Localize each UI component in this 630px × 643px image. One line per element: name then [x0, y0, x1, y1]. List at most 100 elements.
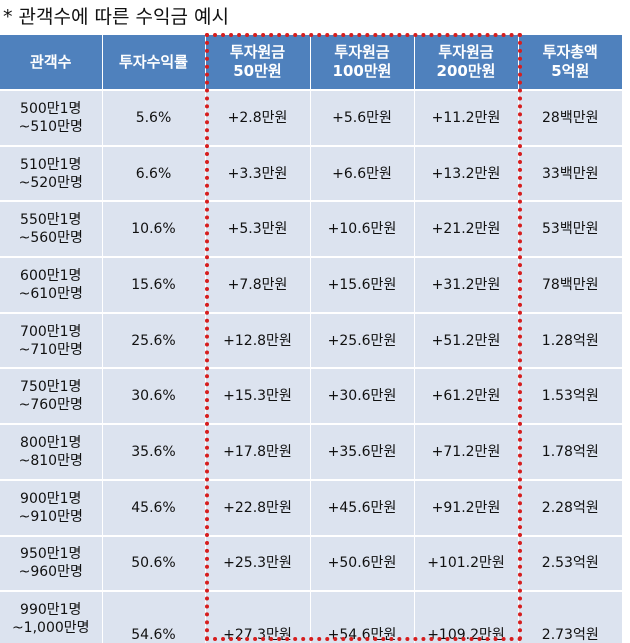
col-header-principal-100: 투자원금 100만원: [310, 35, 415, 91]
audience-range-from: 700만1명: [20, 323, 82, 340]
principal-100-cell: +15.6만원: [310, 257, 415, 314]
col-header-line: 투자원금: [438, 43, 494, 61]
col-header-principal-200: 투자원금 200만원: [414, 35, 519, 91]
principal-100-cell: +30.6만원: [310, 368, 415, 426]
audience-range-cell: 700만1명 ~710만명: [0, 312, 103, 370]
principal-50-cell: +7.8만원: [205, 257, 311, 314]
principal-200-cell: +11.2만원: [414, 90, 519, 147]
return-rate-cell: 25.6%: [102, 312, 206, 370]
audience-range-to: ~520만명: [18, 174, 83, 191]
audience-range-to: ~560만명: [18, 230, 83, 247]
principal-100-cell: +6.6만원: [310, 145, 415, 203]
page-title: * 관객수에 따른 수익금 예시: [3, 6, 229, 28]
col-header-return-rate: 투자수익률: [102, 35, 206, 91]
col-header-line: 관객수: [30, 52, 72, 71]
audience-range-cell: 550만1명 ~560만명: [0, 201, 103, 259]
principal-200-cell: +101.2만원: [414, 535, 519, 593]
return-rate-cell: 45.6%: [102, 479, 206, 537]
audience-range-from: 500만1명: [20, 100, 82, 117]
return-rate-cell: 50.6%: [102, 535, 206, 593]
table-row: 700만1명 ~710만명 25.6% +12.8만원 +25.6만원 +51.2만원 1.…: [0, 312, 622, 370]
header-row: 관객수 투자수익률 투자원금 50만원 투자원금 100만원 투자원금 200만원 투…: [0, 35, 622, 91]
total-cell: 28백만원: [518, 90, 622, 147]
audience-range-to: ~710만명: [18, 341, 83, 358]
total-cell: 78백만원: [518, 257, 622, 314]
return-rate-cell: 54.6%: [102, 591, 206, 643]
audience-range-cell: 500만1명 ~510만명: [0, 90, 103, 147]
audience-range-to: ~1,000만명: [11, 620, 90, 637]
principal-100-cell: +25.6만원: [310, 312, 415, 370]
principal-50-cell: +12.8만원: [205, 312, 311, 370]
principal-50-cell: +15.3만원: [205, 368, 311, 426]
audience-range-to: ~960만명: [18, 564, 83, 581]
table-row: 990만1명 ~1,000만명 54.6% +27.3만원 +54.6만원 +109.2만…: [0, 591, 622, 643]
table-row: 510만1명 ~520만명 6.6% +3.3만원 +6.6만원 +13.2만원 33백만원: [0, 145, 622, 203]
audience-range-cell: 800만1명 ~810만명: [0, 424, 103, 481]
principal-200-cell: +13.2만원: [414, 145, 519, 203]
return-rate-cell: 15.6%: [102, 257, 206, 314]
total-cell: 2.53억원: [518, 535, 622, 593]
audience-range-to: ~910만명: [18, 508, 83, 525]
audience-range-cell: 750만1명 ~760만명: [0, 368, 103, 426]
audience-range-from: 950만1명: [20, 546, 82, 563]
principal-200-cell: +109.2만원: [414, 591, 519, 643]
principal-50-cell: +25.3만원: [205, 535, 311, 593]
audience-range-from: 600만1명: [20, 267, 82, 284]
principal-200-cell: +31.2만원: [414, 257, 519, 314]
total-cell: 2.73억원: [518, 591, 622, 643]
col-header-line: 5억원: [551, 62, 590, 80]
table-row: 600만1명 ~610만명 15.6% +7.8만원 +15.6만원 +31.2만원 78백…: [0, 257, 622, 314]
total-cell: 1.28억원: [518, 312, 622, 370]
col-header-line: 투자원금: [229, 43, 286, 61]
principal-100-cell: +45.6만원: [310, 479, 415, 537]
col-header-audience: 관객수: [0, 35, 103, 91]
total-cell: 33백만원: [518, 145, 622, 203]
audience-range-from: 510만1명: [20, 156, 82, 173]
col-header-line: 투자원금: [334, 43, 390, 61]
principal-50-cell: +22.8만원: [205, 479, 311, 537]
principal-200-cell: +51.2만원: [414, 312, 519, 370]
table-body: 500만1명 ~510만명 5.6% +2.8만원 +5.6만원 +11.2만원 28백만원…: [0, 90, 622, 643]
returns-table: 관객수 투자수익률 투자원금 50만원 투자원금 100만원 투자원금 200만원 투…: [0, 35, 622, 643]
audience-range-to: ~610만명: [18, 285, 83, 302]
col-header-line: 100만원: [332, 62, 392, 80]
return-rate-cell: 10.6%: [102, 201, 206, 259]
return-rate-cell: 5.6%: [102, 90, 206, 147]
principal-100-cell: +35.6만원: [310, 424, 415, 481]
table-row: 750만1명 ~760만명 30.6% +15.3만원 +30.6만원 +61.2만원 1.…: [0, 368, 622, 426]
principal-200-cell: +91.2만원: [414, 479, 519, 537]
audience-range-from: 750만1명: [20, 379, 82, 396]
return-rate-cell: 30.6%: [102, 368, 206, 426]
col-header-line: 200만원: [436, 62, 496, 80]
principal-50-cell: +3.3만원: [205, 145, 311, 203]
audience-range-to: ~810만명: [18, 452, 83, 469]
table-row: 950만1명 ~960만명 50.6% +25.3만원 +50.6만원 +101.2만원 2…: [0, 535, 622, 593]
col-header-principal-50: 투자원금 50만원: [205, 35, 311, 91]
principal-100-cell: +50.6만원: [310, 535, 415, 593]
principal-50-cell: +5.3만원: [205, 201, 311, 259]
table-row: 900만1명 ~910만명 45.6% +22.8만원 +45.6만원 +91.2만원 2.…: [0, 479, 622, 537]
col-header-line: 50만원: [233, 62, 282, 80]
col-header-line: 투자총액: [542, 43, 598, 61]
audience-range-cell: 600만1명 ~610만명: [0, 257, 103, 314]
table-row: 550만1명 ~560만명 10.6% +5.3만원 +10.6만원 +21.2만원 53백…: [0, 201, 622, 259]
principal-50-cell: +2.8만원: [205, 90, 311, 147]
principal-200-cell: +21.2만원: [414, 201, 519, 259]
audience-range-to: ~510만명: [18, 118, 83, 135]
total-cell: 2.28억원: [518, 479, 622, 537]
principal-50-cell: +17.8만원: [205, 424, 311, 481]
col-header-total: 투자총액 5억원: [518, 35, 622, 91]
table-row: 800만1명 ~810만명 35.6% +17.8만원 +35.6만원 +71.2만원 1.…: [0, 424, 622, 481]
principal-100-cell: +54.6만원: [310, 591, 415, 643]
audience-range-from: 900만1명: [20, 490, 82, 507]
principal-200-cell: +71.2만원: [414, 424, 519, 481]
return-rate-cell: 35.6%: [102, 424, 206, 481]
audience-range-from: 550만1명: [20, 212, 82, 229]
audience-range-cell: 990만1명 ~1,000만명: [0, 591, 103, 643]
table-row: 500만1명 ~510만명 5.6% +2.8만원 +5.6만원 +11.2만원 28백만원: [0, 90, 622, 147]
audience-range-from: 990만1명: [20, 602, 82, 619]
principal-200-cell: +61.2만원: [414, 368, 519, 426]
audience-range-cell: 510만1명 ~520만명: [0, 145, 103, 203]
col-header-line: 투자수익률: [118, 52, 188, 71]
